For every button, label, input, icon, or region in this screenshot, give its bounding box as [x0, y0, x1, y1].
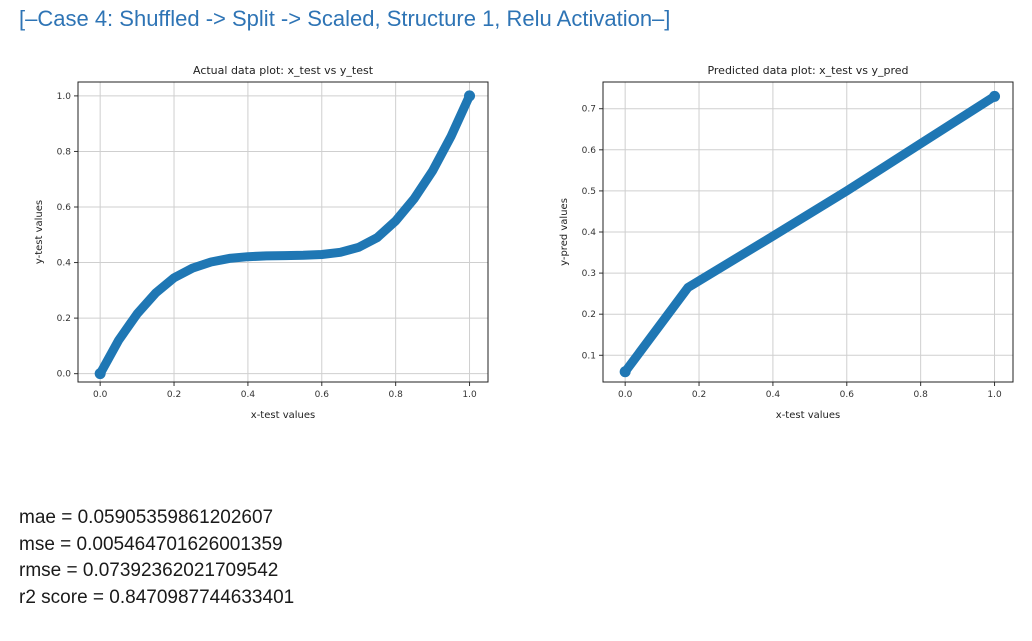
actual-chart-title: Actual data plot: x_test vs y_test	[193, 64, 374, 77]
actual-chart-xtick-label: 0.0	[93, 390, 108, 400]
actual-chart-ylabel: y-test values	[34, 200, 45, 264]
predicted-chart-xtick-label: 0.2	[692, 390, 706, 400]
actual-chart-ytick-label: 0.2	[57, 314, 71, 324]
predicted-chart-series-endpoint	[989, 90, 1001, 102]
predicted-chart-plot-frame	[602, 81, 1014, 383]
actual-chart-xtick-label: 0.8	[388, 390, 403, 400]
metric-mse: mse = 0.005464701626001359	[19, 533, 283, 555]
metric-rmse: rmse = 0.07392362021709542	[19, 560, 279, 581]
predicted-chart-xtick-label: 0.6	[840, 390, 855, 400]
actual-chart-xtick-label: 0.2	[167, 390, 181, 400]
metrics-block: mae = 0.05905359861202607 mse = 0.005464…	[19, 505, 294, 611]
predicted-chart-xtick-label: 0.8	[913, 390, 928, 400]
predicted-chart-title: Predicted data plot: x_test vs y_pred	[707, 64, 908, 77]
actual-chart-xlabel: x-test values	[251, 410, 315, 421]
predicted-chart-series-endpoint	[619, 366, 631, 378]
actual-data-chart: Actual data plot: x_test vs y_test 0.0 0.2…	[30, 58, 500, 428]
actual-chart-ytick-label: 0.4	[57, 259, 72, 269]
actual-chart-ytick-label: 0.0	[57, 370, 72, 380]
predicted-chart-grid	[603, 82, 1013, 382]
actual-chart-xtick-label: 1.0	[462, 390, 477, 400]
predicted-chart-ytick-label: 0.3	[582, 269, 596, 279]
predicted-chart-ytick-label: 0.4	[582, 228, 597, 238]
actual-chart-ytick-label: 0.6	[57, 203, 72, 213]
actual-chart-xtick-label: 0.4	[241, 390, 256, 400]
metric-r2-score: r2 score = 0.8470987744633401	[19, 586, 295, 608]
actual-chart-series-line	[95, 91, 474, 379]
predicted-data-chart-svg: Predicted data plot: x_test vs y_pred 0.0…	[559, 64, 1014, 421]
predicted-chart-xlabel: x-test values	[776, 410, 840, 421]
predicted-data-chart: Predicted data plot: x_test vs y_pred 0.0…	[555, 58, 1025, 428]
predicted-chart-ytick-label: 0.5	[582, 187, 596, 197]
predicted-chart-xtick-label: 0.0	[618, 390, 633, 400]
predicted-chart-xtick-label: 1.0	[987, 390, 1002, 400]
actual-data-chart-svg: Actual data plot: x_test vs y_test 0.0 0.2…	[34, 64, 489, 421]
actual-chart-plot-frame	[77, 81, 489, 383]
actual-chart-grid	[78, 82, 488, 382]
page-heading: [–Case 4: Shuffled -> Split -> Scaled, S…	[19, 6, 671, 31]
predicted-chart-ylabel: y-pred values	[559, 198, 570, 266]
predicted-chart-series-line	[620, 91, 999, 377]
predicted-chart-ytick-label: 0.7	[582, 105, 596, 115]
predicted-chart-ytick-label: 0.1	[582, 351, 596, 361]
predicted-chart-xtick-label: 0.4	[766, 390, 781, 400]
predicted-chart-ytick-label: 0.6	[582, 146, 597, 156]
actual-chart-ytick-label: 1.0	[57, 92, 72, 102]
actual-chart-series-endpoint	[464, 90, 476, 102]
predicted-chart-ytick-label: 0.2	[582, 310, 596, 320]
metric-mae: mae = 0.05905359861202607	[19, 507, 274, 528]
actual-chart-ytick-label: 0.8	[57, 147, 72, 157]
actual-chart-series-endpoint	[94, 368, 106, 380]
actual-chart-xtick-label: 0.6	[315, 390, 330, 400]
